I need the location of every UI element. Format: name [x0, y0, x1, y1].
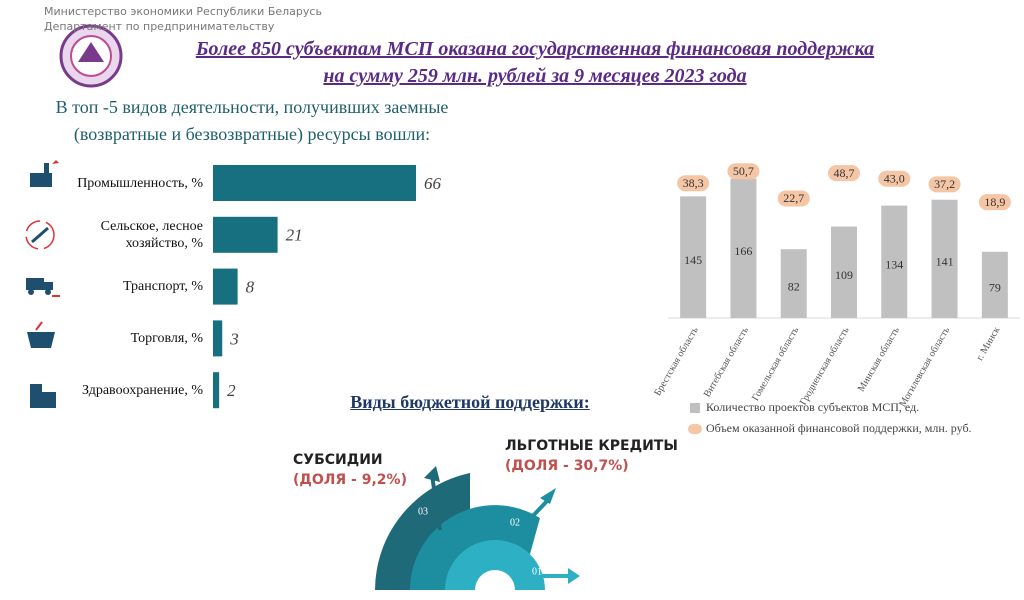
value-label: 8 [246, 278, 255, 297]
bar [881, 205, 908, 318]
bar [680, 196, 707, 318]
x-tick-label: Минская область [856, 325, 902, 394]
item-share: (ДОЛЯ - 9,2%) [293, 472, 407, 488]
value-label: 66 [424, 174, 442, 193]
value-label: 82 [788, 279, 800, 293]
icon-transport [26, 278, 60, 297]
chart-title: В топ -5 видов деятельности, получивших … [55, 97, 449, 144]
icon-trade [27, 321, 55, 348]
x-tick-label: Могилевская область [897, 325, 952, 409]
value-label: 37,2 [934, 177, 955, 191]
slide-title: на сумму 259 млн. рублей за 9 месяцев 20… [323, 65, 747, 87]
icon-health [30, 384, 56, 408]
logo-mark [78, 42, 104, 62]
legend-label: Количество проектов субъектов МСП, ед. [706, 400, 919, 414]
x-tick-label: Витебская область [702, 325, 751, 400]
item-number: 01 [532, 566, 542, 577]
legend-label: Объем оказанной финансовой поддержки, мл… [706, 421, 972, 435]
category-label: Торговля, % [130, 330, 203, 346]
ministry: Министерство экономики Республики Белару… [44, 5, 322, 18]
marker [727, 163, 760, 180]
value-label: 22,7 [783, 191, 804, 205]
bar [831, 226, 857, 318]
value-label: 38,3 [683, 176, 704, 190]
value-label: 43,0 [884, 171, 905, 185]
x-tick-label: Брестская область [652, 325, 701, 398]
x-tick-label: Гомельская область [750, 325, 801, 403]
value-label: 134 [885, 258, 903, 272]
marker [878, 170, 911, 187]
item-number: 03 [418, 506, 428, 517]
marker [978, 194, 1011, 211]
legend-swatch [688, 424, 702, 434]
value-label: 48,7 [834, 166, 855, 180]
value-label: 145 [684, 253, 702, 267]
value-label: 141 [936, 255, 954, 269]
value-label: 79 [989, 281, 1001, 295]
marker [828, 165, 860, 182]
support-diagram [375, 466, 580, 590]
category-label: Сельское, лесное хозяйство, % [100, 218, 203, 251]
marker [777, 190, 810, 207]
section-title: Виды бюджетной поддержки: [350, 392, 590, 412]
marker [928, 176, 961, 193]
bar [213, 320, 223, 357]
legend-swatch [690, 403, 700, 413]
item-number: 02 [510, 517, 520, 528]
bar [780, 249, 807, 318]
category-label: Здравоохранение, % [82, 382, 203, 398]
department: Департамент по предпринимательству [44, 20, 275, 33]
value-label: 3 [229, 329, 239, 348]
item-share: (ДОЛЯ - 30,7%) [505, 458, 629, 474]
bar [213, 165, 416, 201]
value-label: 50,7 [733, 164, 754, 178]
marker [677, 175, 710, 192]
x-tick-label: Гродненская область [798, 325, 852, 407]
icon-industry [30, 160, 59, 187]
value-label: 109 [835, 268, 853, 282]
bar [213, 372, 220, 409]
value-label: 2 [227, 381, 236, 400]
category-label: Промышленность, % [77, 175, 203, 191]
value-label: 21 [286, 226, 303, 245]
x-tick-label: г. Минск [974, 325, 1002, 363]
icon-agriculture [25, 220, 55, 250]
bar [931, 199, 958, 318]
bar [730, 178, 757, 318]
category-label: Транспорт, % [123, 279, 203, 295]
bar [213, 216, 278, 253]
bar [213, 268, 238, 305]
value-label: 18,9 [984, 195, 1005, 209]
value-label: 166 [734, 244, 752, 258]
item-label: ЛЬГОТНЫЕ КРЕДИТЫ [505, 438, 678, 454]
slide-title: Более 850 субъектам МСП оказана государс… [195, 38, 875, 60]
bar [981, 251, 1008, 318]
item-label: СУБСИДИИ [293, 452, 383, 468]
